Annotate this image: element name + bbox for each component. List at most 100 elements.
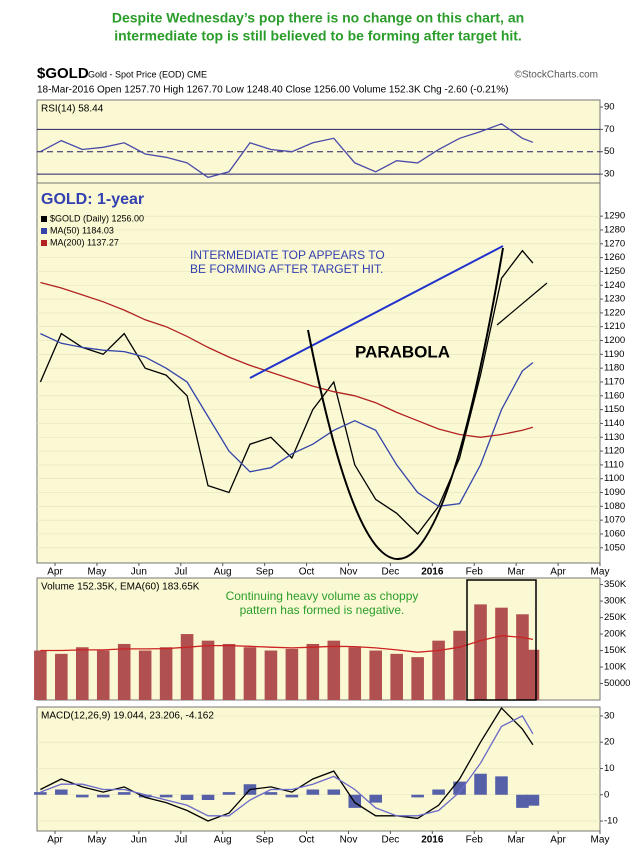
bar — [96, 650, 110, 700]
line — [40, 281, 534, 438]
bar — [96, 794, 110, 798]
panel-title: Volume 152.35K, EMA(60) 183.65K — [41, 582, 200, 593]
bar — [474, 604, 487, 700]
x-tick-label: 2016 — [421, 567, 444, 578]
y-tick-label: 1170 — [604, 376, 624, 387]
y-tick-label: 70 — [604, 124, 615, 135]
bar — [516, 614, 529, 700]
x-tick-label: Apr — [550, 835, 566, 846]
bar — [159, 647, 173, 700]
line — [40, 715, 534, 817]
y-tick-label: 300K — [604, 596, 627, 607]
x-tick-label: Mar — [508, 835, 526, 846]
legend-label: MA(50) 1184.03 — [50, 225, 114, 235]
bar — [327, 640, 341, 700]
x-tick-label: Jun — [131, 835, 147, 846]
y-tick-label: 30 — [604, 710, 615, 721]
y-tick-label: 1180 — [604, 363, 624, 374]
drawings — [249, 245, 548, 701]
x-tick-label: Aug — [214, 567, 232, 578]
y-tick-label: 1120 — [604, 446, 624, 457]
y-tick-label: 1130 — [604, 432, 624, 443]
x-tick-label: Apr — [47, 835, 63, 846]
y-tick-label: 1050 — [604, 542, 625, 553]
bar — [390, 653, 403, 700]
y-tick-label: 1080 — [604, 501, 625, 512]
y-tick-label: 1060 — [604, 528, 625, 539]
panel-title: GOLD: 1-year — [41, 191, 144, 208]
x-tick-label: 2016 — [421, 835, 444, 846]
bar — [306, 789, 320, 795]
y-tick-label: 100K — [604, 662, 627, 673]
x-tick-label: Dec — [381, 835, 399, 846]
bar — [159, 794, 173, 798]
y-tick-label: -10 — [604, 816, 618, 827]
bar — [138, 650, 152, 700]
line — [40, 635, 534, 653]
bar — [180, 794, 194, 800]
y-tick-label: 1270 — [604, 238, 625, 249]
y-tick-label: 1250 — [604, 266, 625, 277]
annotation: Despite Wednesday’s pop there is no chan… — [112, 10, 524, 26]
bar — [453, 630, 466, 700]
y-tick-label: 1160 — [604, 390, 624, 401]
annotation: intermediate top is still believed to be… — [114, 28, 522, 44]
bar — [453, 781, 466, 795]
x-tick-label: Apr — [47, 567, 63, 578]
bar — [369, 650, 383, 700]
bar — [369, 794, 383, 803]
panel — [36, 182, 601, 564]
y-tick-label: 1260 — [604, 252, 625, 263]
bar — [495, 607, 508, 700]
panel-title: RSI(14) 58.44 — [41, 104, 104, 115]
line — [40, 707, 534, 822]
y-tick-label: 1100 — [604, 473, 624, 484]
legend-swatch — [41, 228, 47, 234]
bar — [432, 789, 445, 795]
bar — [432, 640, 445, 700]
bar — [55, 653, 68, 700]
bar — [222, 643, 236, 700]
y-tick-label: 1200 — [604, 335, 625, 346]
y-tick-label: 1090 — [604, 487, 625, 498]
annotation: pattern has formed is negative. — [240, 603, 405, 617]
panel — [36, 706, 601, 832]
y-tick-label: 20 — [604, 737, 615, 748]
bar — [474, 773, 487, 795]
y-tick-label: 1110 — [604, 459, 624, 470]
x-tick-label: Dec — [381, 567, 399, 578]
x-tick-label: Aug — [214, 835, 232, 846]
annotation: INTERMEDIATE TOP APPEARS TO — [190, 248, 385, 262]
bar — [180, 634, 194, 700]
bar — [75, 794, 89, 798]
line — [39, 249, 534, 535]
bar — [117, 792, 131, 795]
bar — [75, 647, 89, 700]
x-tick-label: Nov — [340, 567, 358, 578]
x-tick-label: May — [591, 567, 610, 578]
y-tick-label: 150K — [604, 645, 627, 656]
x-tick-label: Apr — [550, 567, 566, 578]
bar — [306, 643, 320, 700]
x-tick-label: Feb — [466, 835, 484, 846]
bar — [285, 648, 299, 700]
y-tick-label: 10 — [604, 763, 615, 774]
legend-swatch — [41, 216, 47, 222]
bar — [222, 792, 236, 795]
quote: 18-Mar-2016 Open 1257.70 High 1267.70 Lo… — [37, 85, 508, 96]
symbol: $GOLD — [37, 65, 89, 82]
line — [40, 123, 534, 179]
x-tick-label: Jul — [174, 835, 187, 846]
x-tick-label: Oct — [299, 835, 315, 846]
y-tick-label: 50 — [604, 146, 615, 157]
annotation: PARABOLA — [355, 342, 450, 361]
source: ©StockCharts.com — [514, 70, 598, 81]
volume-box — [466, 579, 537, 701]
bar — [516, 794, 529, 808]
bar — [411, 794, 424, 798]
x-tick-label: Oct — [299, 567, 315, 578]
panel-title: MACD(12,26,9) 19.044, 23.206, -4.162 — [41, 711, 214, 722]
x-tick-label: May — [591, 835, 610, 846]
